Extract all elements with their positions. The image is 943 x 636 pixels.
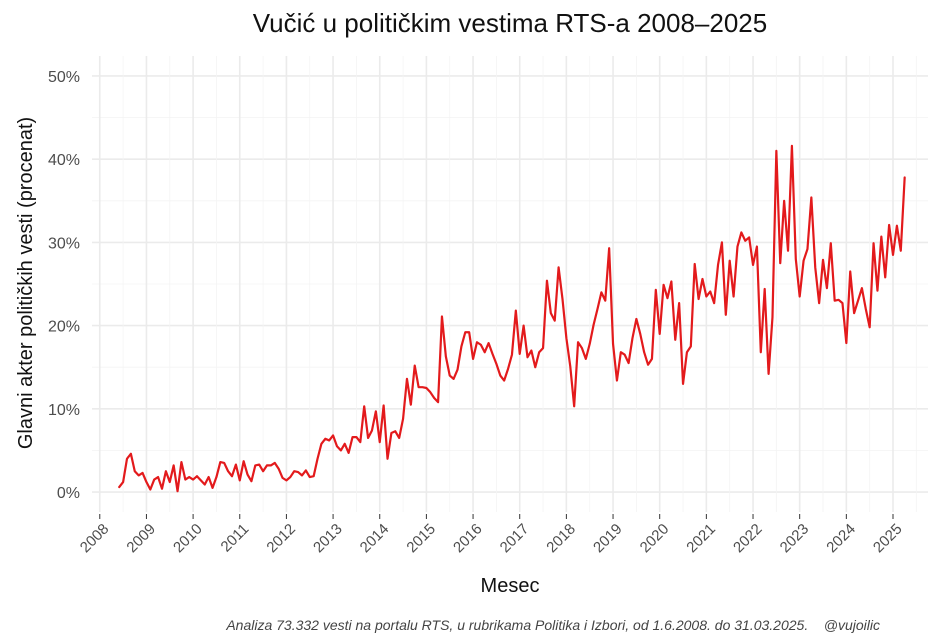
x-tick-label: 2021 bbox=[683, 521, 719, 557]
y-tick-label: 50% bbox=[48, 69, 80, 86]
caption: Analiza 73.332 vesti na portalu RTS, u r… bbox=[225, 617, 880, 633]
x-tick-label: 2024 bbox=[823, 521, 859, 557]
x-tick-label: 2018 bbox=[543, 521, 579, 557]
x-tick-label: 2012 bbox=[263, 521, 299, 557]
grid bbox=[92, 56, 928, 512]
series-line bbox=[118, 144, 906, 493]
y-tick-label: 30% bbox=[48, 235, 80, 252]
x-tick-label: 2019 bbox=[590, 521, 626, 557]
x-tick-label: 2025 bbox=[870, 521, 906, 557]
series bbox=[118, 144, 906, 493]
x-axis-label: Mesec bbox=[481, 575, 540, 597]
x-tick-label: 2015 bbox=[403, 521, 439, 557]
x-tick-label: 2009 bbox=[123, 521, 159, 557]
x-tick-label: 2022 bbox=[730, 521, 766, 557]
x-tick-label: 2017 bbox=[497, 521, 533, 557]
y-tick-label: 0% bbox=[57, 485, 80, 502]
y-axis-label: Glavni akter političkih vesti (procenat) bbox=[15, 117, 37, 449]
x-tick-label: 2011 bbox=[218, 521, 253, 556]
chart-title: Vučić u političkim vestima RTS-a 2008–20… bbox=[253, 8, 767, 38]
y-tick-label: 40% bbox=[48, 152, 80, 169]
x-tick-label: 2016 bbox=[450, 521, 486, 557]
x-tick-label: 2010 bbox=[170, 521, 206, 557]
x-tick-label: 2014 bbox=[357, 521, 393, 557]
y-tick-label: 10% bbox=[48, 402, 80, 419]
x-tick-label: 2013 bbox=[310, 521, 346, 557]
x-tick-label: 2008 bbox=[77, 521, 113, 557]
y-tick-label: 20% bbox=[48, 319, 80, 336]
x-tick-label: 2020 bbox=[637, 521, 673, 557]
x-tick-label: 2023 bbox=[777, 521, 813, 557]
